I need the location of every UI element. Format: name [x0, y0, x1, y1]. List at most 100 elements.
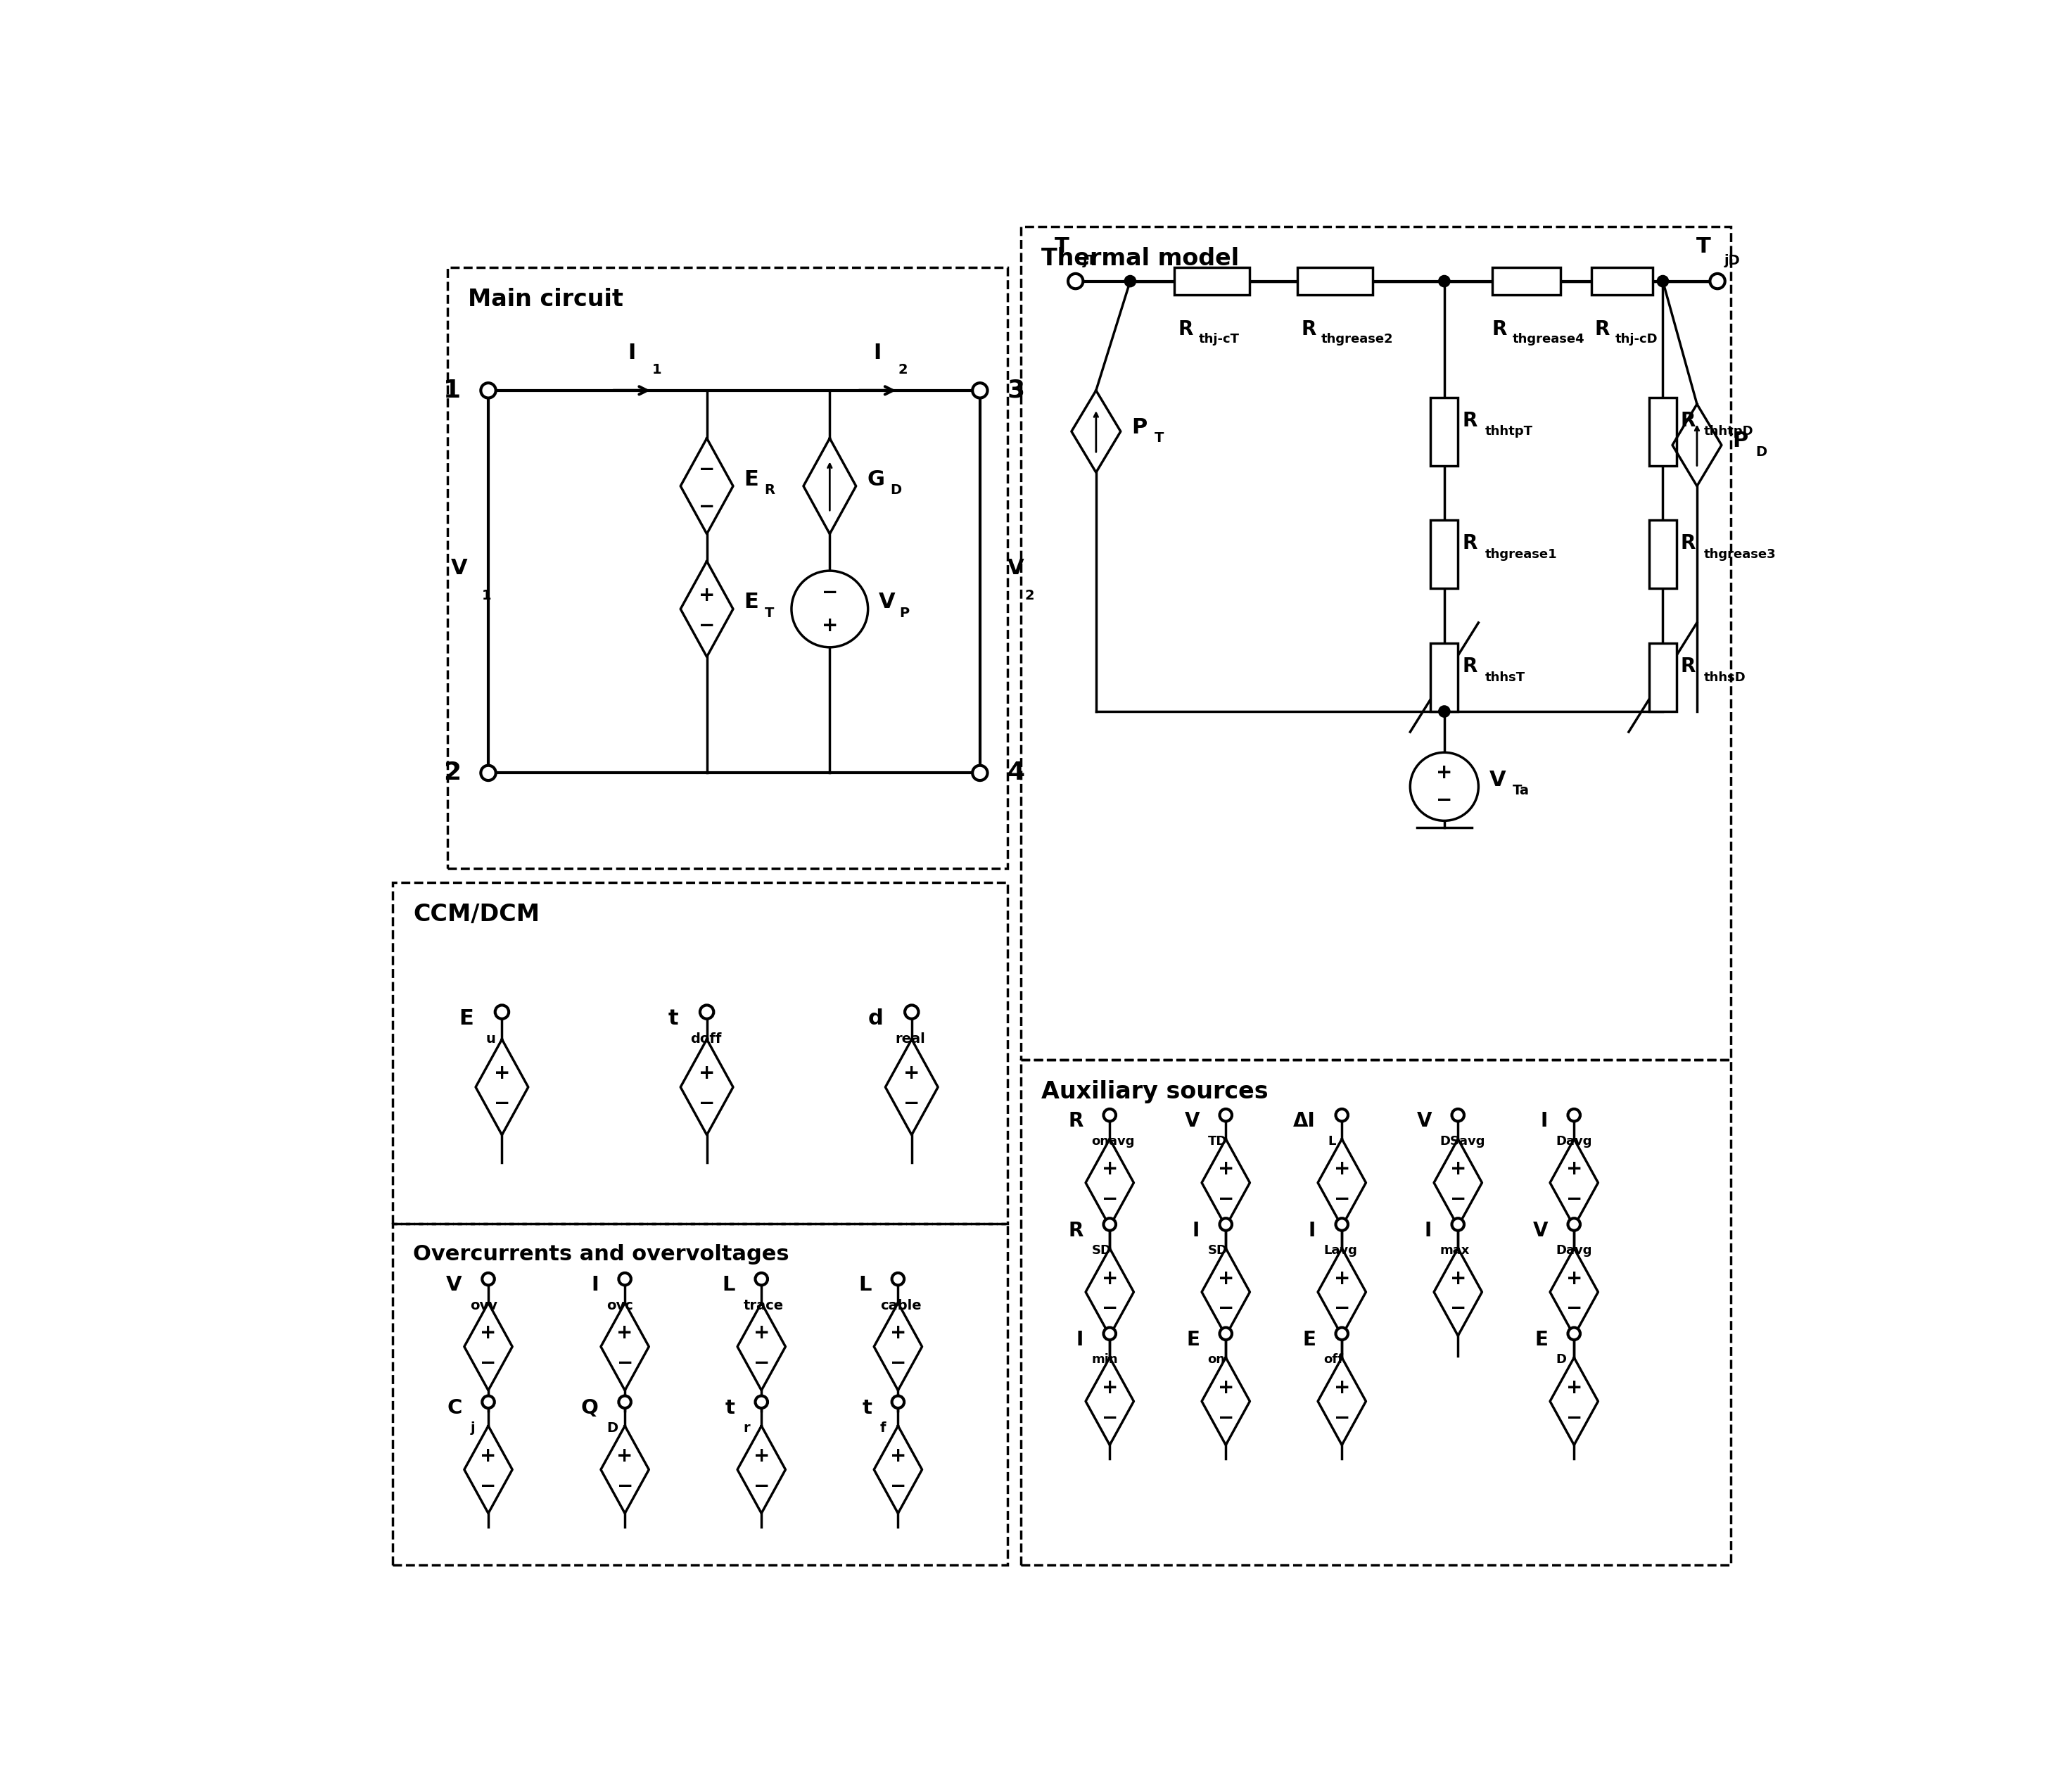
Circle shape	[1452, 1219, 1465, 1231]
Circle shape	[891, 1274, 903, 1284]
Text: 2: 2	[897, 364, 908, 376]
Text: E: E	[458, 1009, 472, 1029]
Text: SD: SD	[1092, 1244, 1111, 1256]
Text: −: −	[1334, 1189, 1351, 1208]
Text: −: −	[754, 1476, 769, 1495]
Text: −: −	[889, 1354, 905, 1373]
Text: +: +	[1566, 1268, 1583, 1288]
Circle shape	[1067, 273, 1084, 289]
Text: −: −	[1334, 1409, 1351, 1428]
Text: I: I	[1426, 1221, 1432, 1240]
Circle shape	[1220, 1109, 1233, 1121]
Circle shape	[1104, 1109, 1117, 1121]
Text: −: −	[1218, 1409, 1235, 1428]
Text: +: +	[903, 1064, 920, 1084]
Text: 2: 2	[443, 761, 460, 784]
Bar	[1492, 268, 1560, 294]
Text: E: E	[1187, 1330, 1200, 1350]
Circle shape	[1709, 273, 1726, 289]
Text: R: R	[1179, 319, 1193, 339]
Text: D: D	[891, 484, 901, 497]
Circle shape	[972, 383, 988, 397]
Circle shape	[1125, 275, 1135, 287]
Text: G: G	[866, 468, 885, 490]
Text: t: t	[667, 1009, 678, 1029]
Text: E: E	[744, 468, 758, 490]
Circle shape	[620, 1274, 632, 1284]
Text: +: +	[1436, 763, 1452, 782]
Text: +: +	[1218, 1378, 1235, 1398]
Circle shape	[972, 765, 988, 781]
Text: −: −	[1450, 1189, 1467, 1208]
Circle shape	[495, 1006, 510, 1018]
Text: −: −	[617, 1476, 634, 1495]
Circle shape	[1569, 1327, 1581, 1339]
Circle shape	[1452, 1109, 1465, 1121]
Text: ΔI: ΔI	[1293, 1111, 1316, 1132]
Text: D: D	[1556, 1354, 1566, 1366]
Bar	[1649, 520, 1676, 589]
Text: −: −	[481, 1354, 497, 1373]
Text: −: −	[903, 1093, 920, 1114]
Circle shape	[891, 1396, 903, 1409]
Text: 1: 1	[481, 589, 491, 601]
Text: +: +	[1334, 1158, 1351, 1180]
Bar	[1021, 227, 1730, 1059]
Circle shape	[756, 1396, 767, 1409]
Text: −: −	[698, 497, 715, 516]
Text: +: +	[889, 1323, 905, 1343]
Circle shape	[1336, 1219, 1349, 1231]
Text: −: −	[698, 459, 715, 479]
Bar	[1175, 268, 1249, 294]
Text: +: +	[1102, 1268, 1119, 1288]
Bar	[1430, 397, 1459, 465]
Text: E: E	[1303, 1330, 1316, 1350]
Text: −: −	[493, 1093, 510, 1114]
Circle shape	[620, 1396, 632, 1409]
Text: −: −	[698, 1093, 715, 1114]
Text: L: L	[723, 1276, 736, 1295]
Text: R: R	[1492, 319, 1506, 339]
Text: +: +	[754, 1446, 769, 1465]
Text: Davg: Davg	[1556, 1135, 1591, 1148]
Text: −: −	[617, 1354, 634, 1373]
Text: +: +	[1450, 1268, 1467, 1288]
Text: R: R	[1680, 656, 1695, 676]
Text: f: f	[881, 1421, 887, 1435]
Text: Overcurrents and overvoltages: Overcurrents and overvoltages	[412, 1244, 789, 1265]
Circle shape	[483, 1396, 495, 1409]
Text: j: j	[470, 1421, 474, 1435]
Circle shape	[1336, 1109, 1349, 1121]
Text: doff: doff	[690, 1032, 721, 1047]
Text: +: +	[1566, 1378, 1583, 1398]
Text: V: V	[1417, 1111, 1432, 1132]
Text: u: u	[485, 1032, 495, 1047]
Circle shape	[1438, 706, 1450, 717]
Text: V: V	[879, 593, 895, 612]
Text: +: +	[1450, 1158, 1467, 1180]
Text: thgrease4: thgrease4	[1513, 334, 1585, 346]
Circle shape	[1336, 1327, 1349, 1339]
Text: −: −	[889, 1476, 905, 1495]
Bar	[1430, 644, 1459, 711]
Text: R: R	[1463, 410, 1477, 431]
Text: −: −	[821, 584, 837, 603]
Circle shape	[1220, 1219, 1233, 1231]
Text: I: I	[1307, 1221, 1316, 1240]
Bar	[1021, 1059, 1730, 1565]
Text: P: P	[899, 607, 910, 619]
Circle shape	[905, 1006, 918, 1018]
Text: +: +	[1218, 1268, 1235, 1288]
Text: min: min	[1092, 1354, 1119, 1366]
Text: R: R	[1463, 534, 1477, 553]
Text: C: C	[448, 1398, 462, 1417]
Circle shape	[481, 383, 495, 397]
Text: E: E	[1535, 1330, 1548, 1350]
Text: 1: 1	[443, 378, 460, 403]
Text: I: I	[1191, 1221, 1200, 1240]
Text: L: L	[1328, 1135, 1336, 1148]
Bar	[1649, 644, 1676, 711]
Text: Thermal model: Thermal model	[1042, 247, 1239, 270]
Text: +: +	[1334, 1268, 1351, 1288]
Text: jD: jD	[1724, 254, 1740, 268]
